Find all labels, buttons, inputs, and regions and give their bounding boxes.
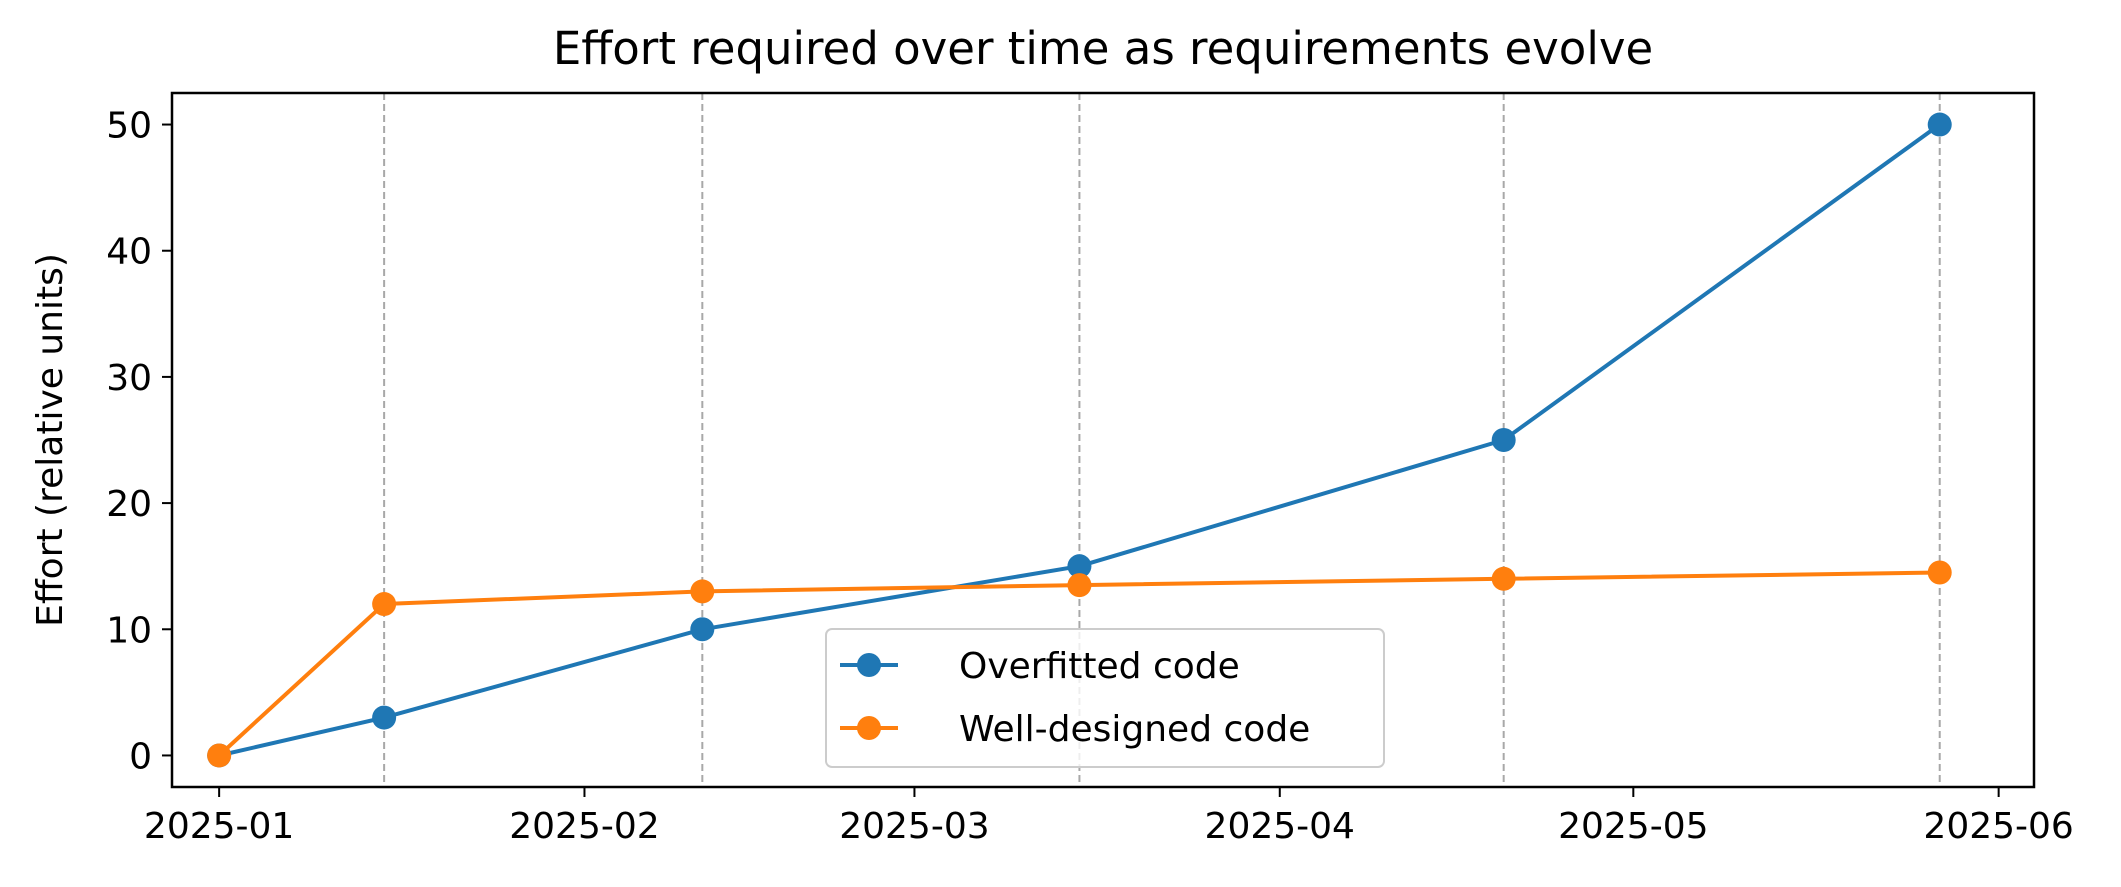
x-tick-label: 2025-01 — [144, 806, 294, 847]
x-tick-label: 2025-03 — [839, 806, 989, 847]
legend-swatch-marker — [857, 653, 881, 677]
data-point — [1067, 573, 1092, 598]
x-tick-label: 2025-02 — [509, 806, 659, 847]
legend-box — [825, 628, 1385, 768]
y-tick-label: 50 — [106, 106, 152, 147]
x-tick-label: 2025-04 — [1205, 806, 1355, 847]
data-point — [1927, 560, 1952, 585]
x-tick-label: 2025-05 — [1558, 806, 1708, 847]
y-tick-label: 20 — [106, 484, 152, 525]
series-line — [217, 570, 1940, 757]
data-point — [1491, 428, 1516, 452]
y-tick-label: 0 — [129, 736, 152, 777]
y-tick-label: 40 — [106, 232, 152, 273]
legend: Overfitted code Well-designed code — [825, 628, 1385, 768]
data-point — [372, 705, 397, 730]
milestone-gridlines — [383, 93, 1941, 787]
x-tick-label: 2025-06 — [1923, 806, 2073, 847]
legend-label: Well-designed code — [959, 709, 1310, 750]
x-axis: 2025-01 2025-02 2025-03 2025-04 2025-05 2025-… — [144, 787, 2074, 847]
y-axis-label: Effort (relative units) — [30, 253, 71, 627]
legend-swatch-marker — [857, 716, 881, 740]
data-point — [690, 617, 715, 642]
y-axis: 0 10 20 30 40 50 — [106, 106, 172, 777]
data-point — [372, 592, 397, 617]
y-tick-label: 30 — [106, 358, 152, 399]
data-point — [1067, 554, 1092, 579]
plot-frame — [170, 91, 2036, 789]
data-point — [1491, 566, 1516, 591]
data-point — [207, 743, 232, 768]
y-tick-label: 10 — [106, 610, 152, 651]
series-layer — [207, 112, 1952, 768]
chart-title: Effort required over time as requirement… — [553, 22, 1653, 75]
data-point — [690, 579, 715, 604]
data-point — [1927, 112, 1952, 137]
series-line — [218, 122, 1941, 758]
legend-label: Overfitted code — [959, 646, 1240, 687]
